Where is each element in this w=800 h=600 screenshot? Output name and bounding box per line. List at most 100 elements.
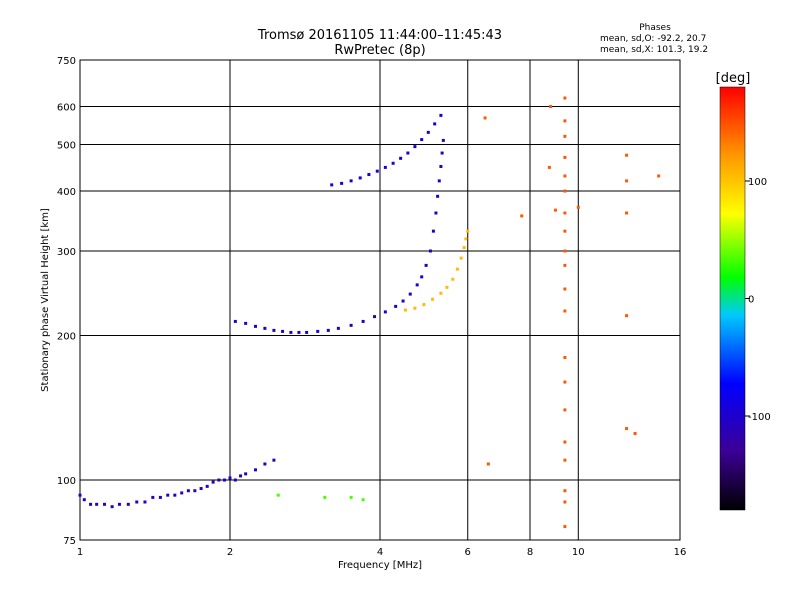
y-tick-label: 750: [57, 56, 76, 67]
grid-lines: [80, 60, 680, 540]
data-point: [401, 299, 405, 303]
data-point: [233, 478, 237, 482]
data-point: [563, 287, 567, 291]
chart-title: Tromsø 20161105 11:44:00–11:45:43 RwPret…: [230, 28, 530, 58]
data-point: [373, 315, 377, 319]
y-tick-label: 200: [57, 332, 76, 343]
y-tick-label: 400: [57, 187, 76, 198]
phases-stats: Phases mean, sd,O: -92.2, 20.7 mean, sd,…: [600, 23, 710, 56]
data-point: [126, 502, 130, 506]
data-point: [563, 380, 567, 384]
data-point: [103, 502, 107, 506]
data-point: [276, 493, 280, 497]
data-point: [563, 155, 567, 159]
data-point: [426, 130, 430, 134]
data-point: [375, 169, 379, 173]
data-point: [464, 237, 468, 241]
data-point: [239, 474, 243, 478]
colorbar-tick-label: -100: [748, 412, 771, 423]
data-point: [466, 229, 470, 233]
data-point: [263, 462, 267, 466]
data-point: [520, 214, 524, 218]
data-point: [422, 303, 426, 307]
data-point: [391, 161, 395, 165]
data-point: [78, 493, 82, 497]
data-point: [625, 179, 629, 183]
data-point: [563, 263, 567, 267]
data-point: [424, 263, 428, 267]
y-tick-label: 600: [57, 103, 76, 114]
data-point: [205, 484, 209, 488]
y-tick-label: 500: [57, 141, 76, 152]
data-point: [625, 427, 629, 431]
data-point: [439, 291, 443, 295]
data-point: [440, 151, 444, 155]
x-tick-label: 2: [227, 547, 233, 558]
data-point: [110, 505, 114, 509]
x-tick-label: 4: [377, 547, 383, 558]
data-point: [445, 285, 449, 289]
data-point: [563, 96, 567, 100]
data-point: [253, 324, 257, 328]
data-point: [625, 314, 629, 318]
data-point: [349, 323, 353, 327]
data-point: [563, 119, 567, 123]
data-point: [459, 256, 463, 260]
data-point: [441, 138, 445, 142]
data-point: [336, 326, 340, 330]
phases-heading: Phases: [639, 23, 671, 33]
data-point: [563, 355, 567, 359]
data-point: [323, 495, 327, 499]
data-point: [563, 134, 567, 138]
data-point: [563, 525, 567, 529]
data-point: [82, 498, 86, 502]
phases-stat-o: mean, sd,O: -92.2, 20.7: [600, 34, 707, 44]
data-point: [399, 156, 403, 160]
y-tick-label: 300: [57, 247, 76, 258]
data-point: [633, 432, 637, 436]
data-point: [193, 489, 197, 493]
x-tick-label: 8: [527, 547, 533, 558]
data-point: [166, 493, 170, 497]
data-point: [253, 468, 257, 472]
data-point: [437, 179, 441, 183]
x-tick-label: 6: [465, 547, 471, 558]
data-point: [547, 165, 551, 169]
data-point: [455, 267, 459, 271]
data-point: [394, 304, 398, 308]
data-point: [117, 502, 121, 506]
data-point: [358, 176, 362, 180]
y-tick-label: 75: [63, 536, 76, 547]
data-point: [281, 329, 285, 333]
data-point: [433, 122, 437, 126]
data-point: [228, 476, 232, 480]
data-point: [406, 151, 410, 155]
data-point: [272, 328, 276, 332]
title-line-1: Tromsø 20161105 11:44:00–11:45:43: [257, 28, 503, 43]
data-point: [297, 330, 301, 334]
data-point: [349, 179, 353, 183]
data-point: [272, 458, 276, 462]
data-point: [408, 292, 412, 296]
data-point: [340, 181, 344, 185]
data-point: [151, 495, 155, 499]
data-point: [563, 489, 567, 493]
data-point: [349, 495, 353, 499]
data-point: [316, 329, 320, 333]
data-point: [486, 462, 490, 466]
data-point: [553, 208, 557, 212]
data-point: [180, 491, 184, 495]
data-point: [95, 502, 99, 506]
data-point: [383, 310, 387, 314]
data-point: [217, 478, 221, 482]
data-point: [657, 174, 661, 178]
data-point: [563, 309, 567, 313]
data-point: [233, 319, 237, 323]
data-point: [436, 194, 440, 198]
phases-stat-x: mean, sd,X: 101.3, 19.2: [600, 45, 709, 55]
colorbar-tick-label: 0: [748, 295, 754, 306]
data-point: [428, 249, 432, 253]
title-line-2: RwPretec (8p): [334, 43, 426, 58]
data-point: [576, 205, 580, 209]
